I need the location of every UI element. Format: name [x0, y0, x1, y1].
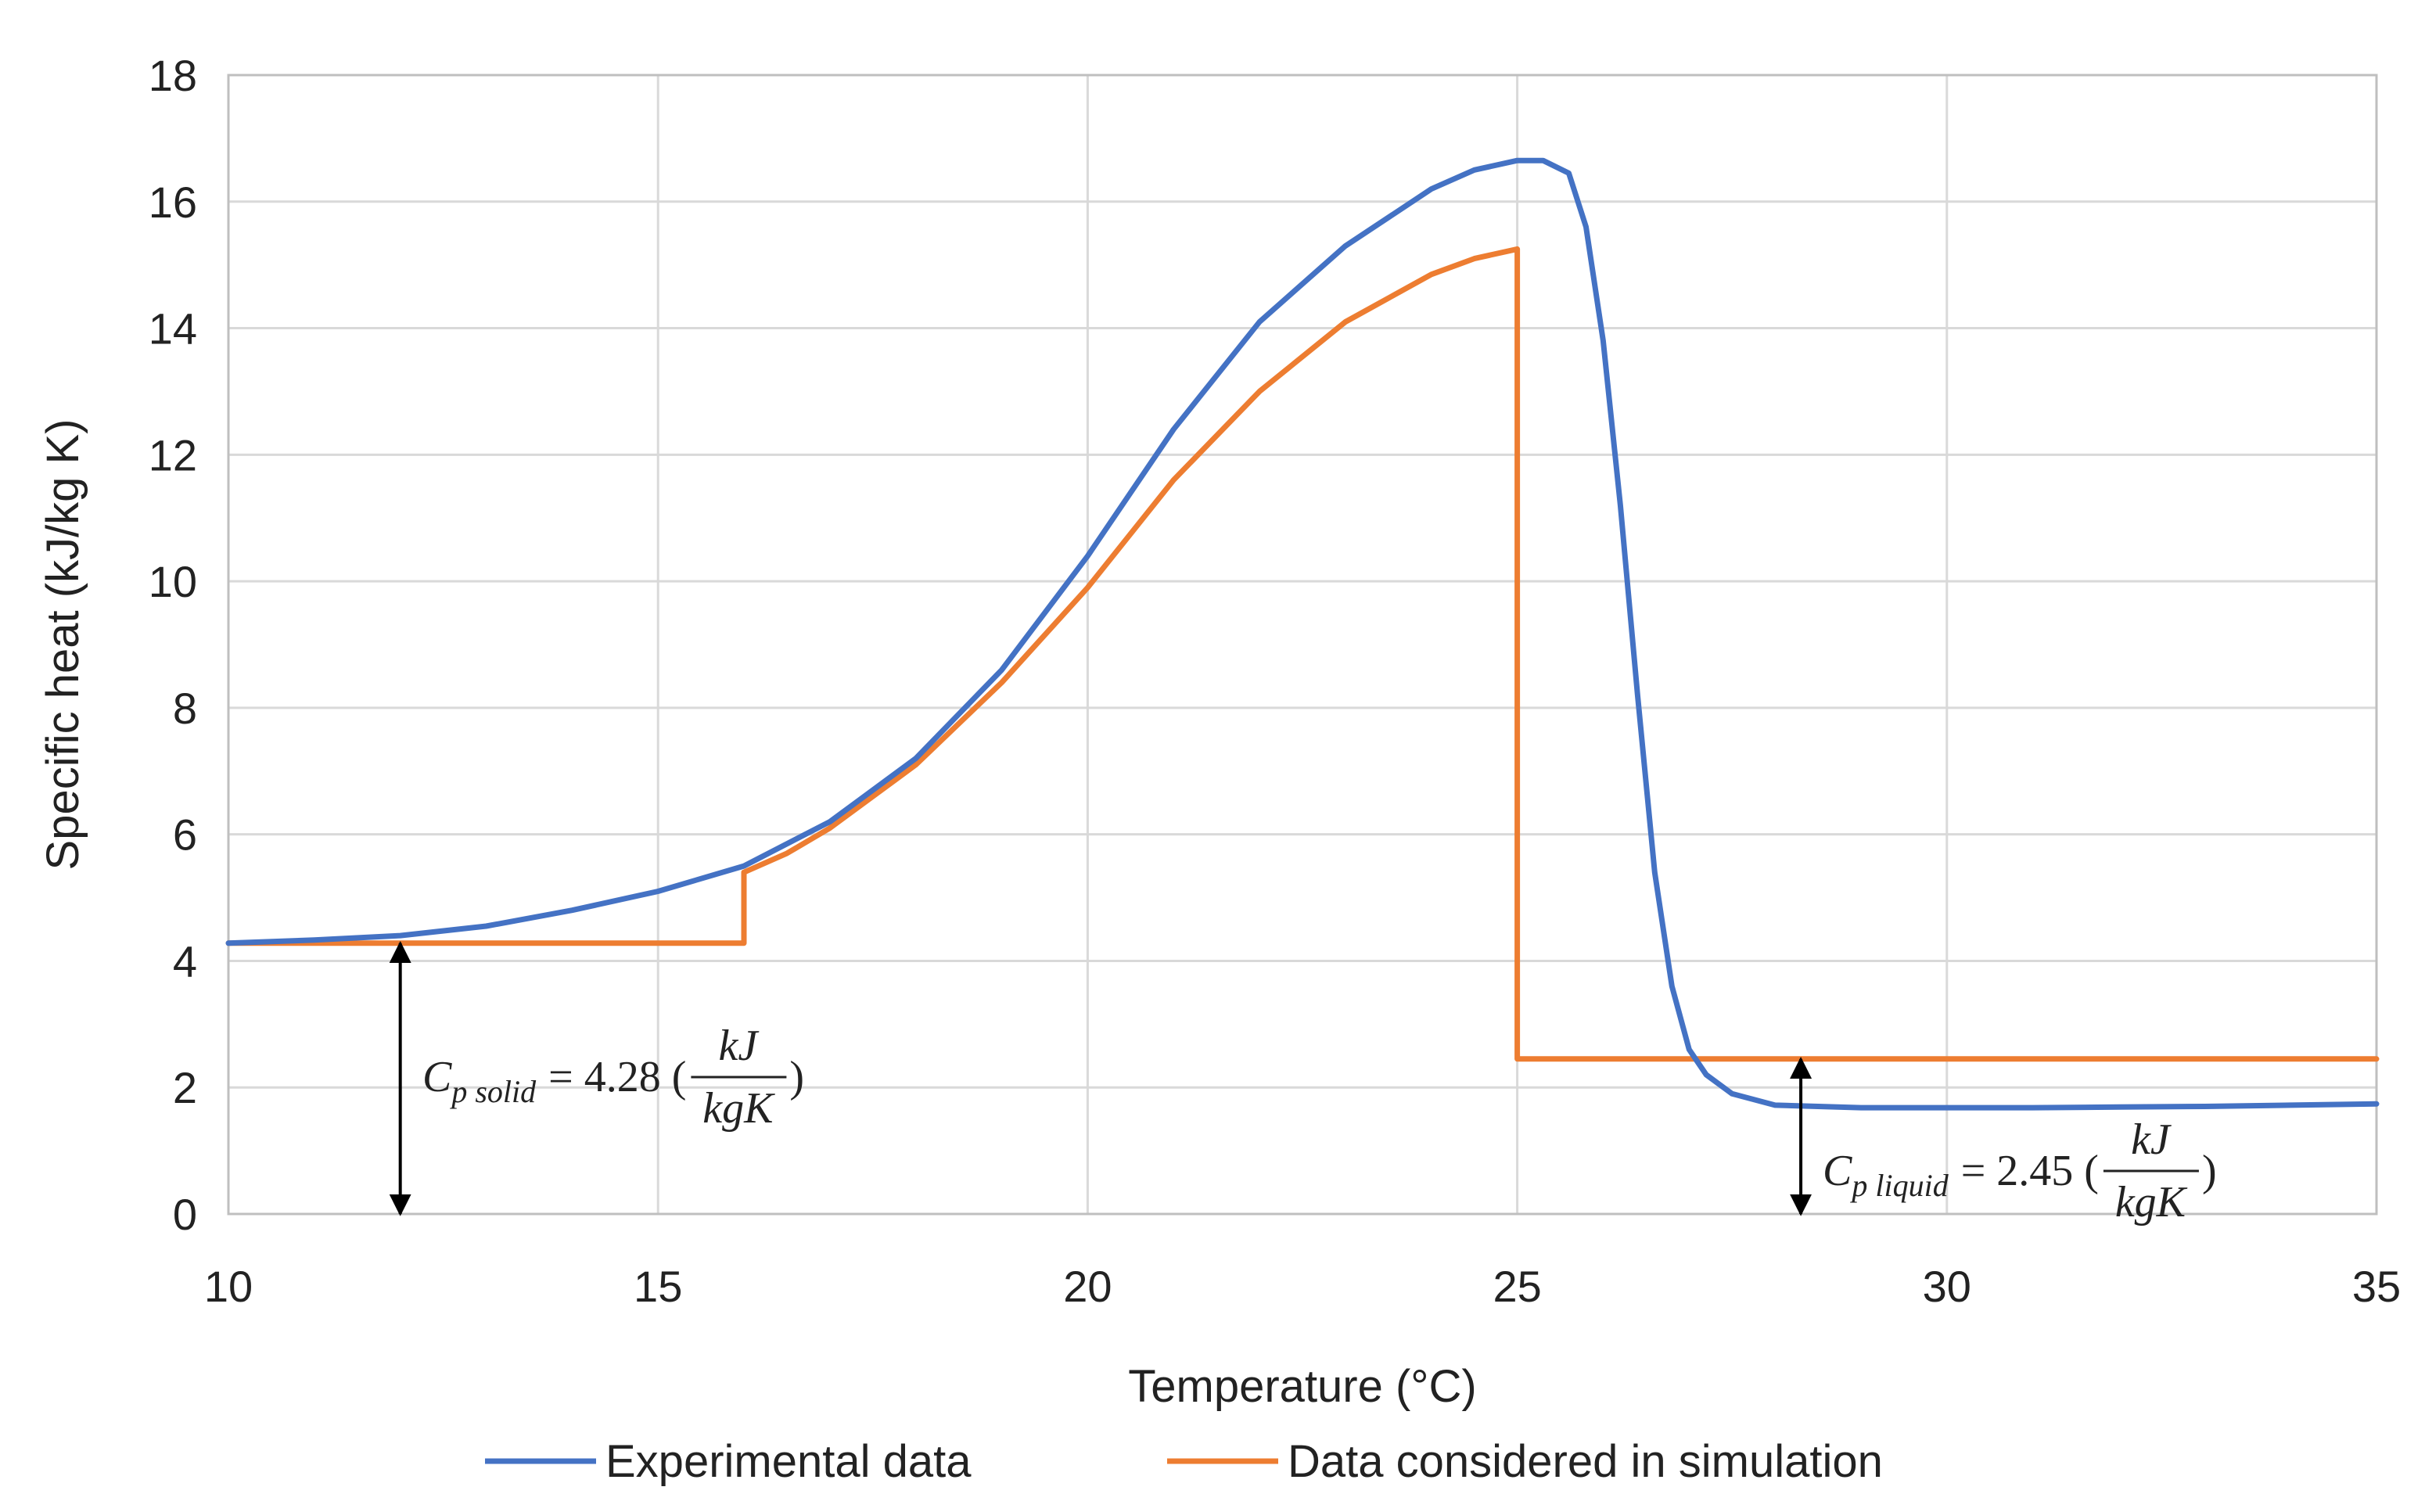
- annotation-fraction-denominator: kgK: [2115, 1178, 2188, 1226]
- legend-label-simulation: Data considered in simulation: [1288, 1436, 1883, 1487]
- annotation-close-paren: ): [2202, 1147, 2217, 1195]
- annotation-fraction-numerator: kJ: [719, 1022, 760, 1070]
- series-lines: [225, 157, 2380, 1111]
- y-tick-label: 18: [149, 51, 197, 100]
- legend-item-simulation[interactable]: Data considered in simulation: [1167, 1436, 1883, 1487]
- y-tick-label: 12: [149, 430, 197, 479]
- y-tick-label: 8: [173, 684, 197, 733]
- x-tick-label: 10: [204, 1262, 253, 1311]
- annotations: Cp solid = 4.28 ( kJ kgK) Cp liquid = 2.45 ( k…: [389, 940, 2217, 1226]
- y-tick-label: 0: [173, 1190, 197, 1239]
- axis-tick-labels: 0 2 4 6 8 10 12 14 16 18 10 15 20 25 30 35: [149, 51, 2401, 1311]
- y-tick-label: 14: [149, 304, 197, 354]
- annotation-fraction-denominator: kgK: [702, 1084, 775, 1133]
- plot-area-frame: [227, 74, 2378, 1216]
- x-tick-label: 25: [1493, 1262, 1541, 1311]
- y-tick-label: 4: [173, 936, 197, 986]
- series-line-simulation: [225, 246, 2380, 1062]
- annotation-fraction-numerator: kJ: [2131, 1115, 2172, 1164]
- annotation-label: Cp solid = 4.28 ( kJ kgK): [422, 1022, 804, 1133]
- x-tick-label: 35: [2352, 1262, 2401, 1311]
- annotation-label: Cp liquid = 2.45 ( kJ kgK): [1823, 1115, 2217, 1226]
- gridlines: [227, 74, 2378, 1216]
- legend: Experimental data Data considered in sim…: [485, 1436, 1883, 1487]
- legend-label-experimental: Experimental data: [605, 1436, 972, 1487]
- x-axis-title: Temperature (°C): [1128, 1361, 1476, 1412]
- legend-item-experimental[interactable]: Experimental data: [485, 1436, 972, 1487]
- y-tick-label: 16: [149, 178, 197, 227]
- y-tick-label: 10: [149, 557, 197, 606]
- x-tick-label: 30: [1923, 1262, 1971, 1311]
- y-tick-label: 2: [173, 1063, 197, 1112]
- annotation-formula: Cp solid = 4.28 (: [422, 1053, 686, 1109]
- annotation-formula: Cp liquid = 2.45 (: [1823, 1147, 2099, 1203]
- x-tick-label: 15: [634, 1262, 682, 1311]
- annotation-close-paren: ): [789, 1053, 804, 1101]
- y-tick-label: 6: [173, 810, 197, 860]
- series-line-experimental: [225, 157, 2380, 1111]
- x-tick-label: 20: [1063, 1262, 1112, 1311]
- y-axis-title: Specific heat (kJ/kg K): [38, 419, 88, 871]
